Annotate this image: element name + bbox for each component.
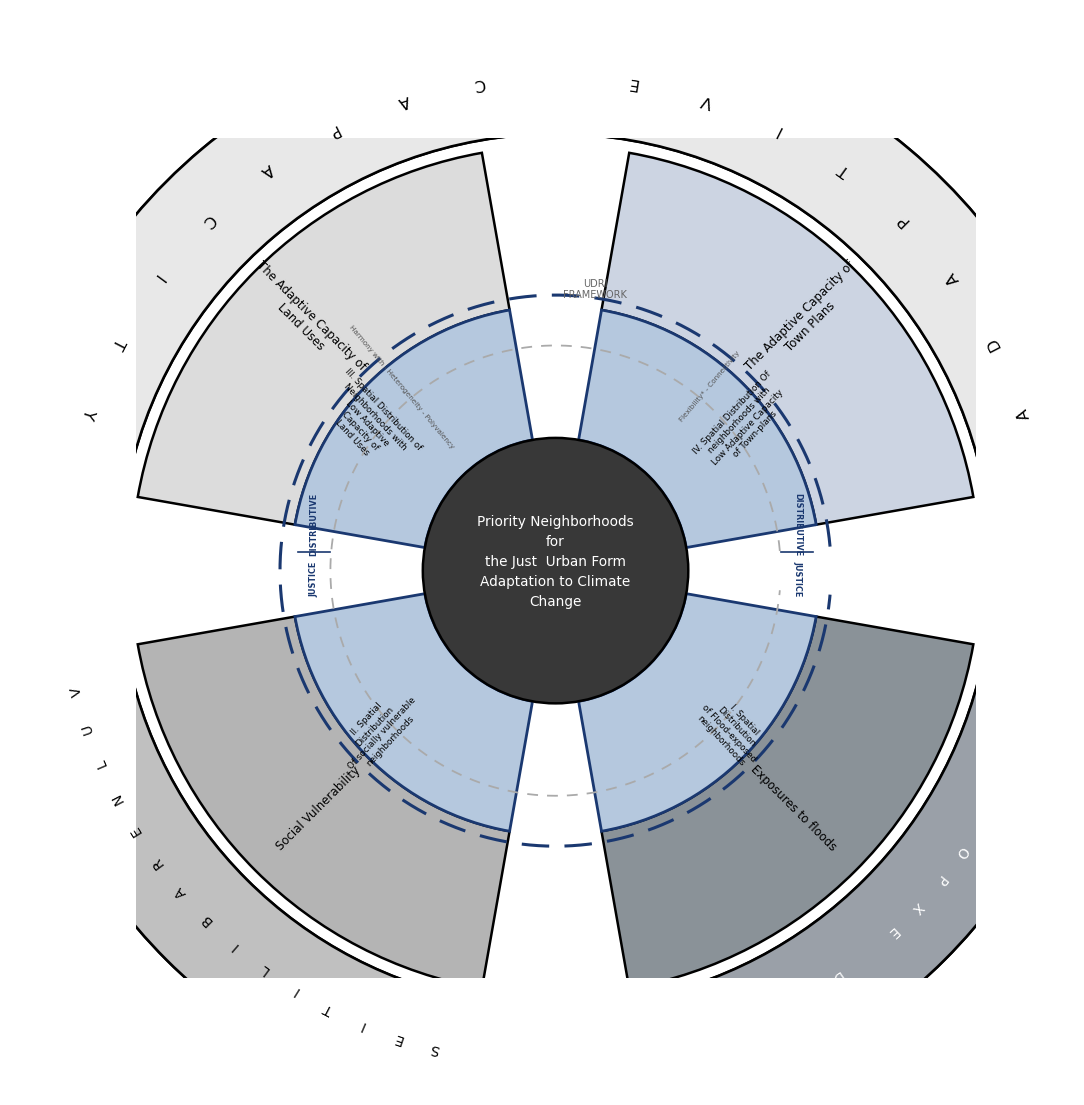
Text: R: R [149,854,166,870]
Text: A: A [702,1031,717,1048]
Text: B: B [198,912,215,928]
Text: A: A [397,92,412,109]
Wedge shape [602,152,973,525]
Text: S: S [1027,685,1042,696]
Text: Y: Y [79,408,96,421]
Text: A: A [258,161,276,179]
Text: S: S [972,814,989,829]
Text: JUSTICE: JUSTICE [309,561,318,597]
Wedge shape [14,20,1084,495]
Text: R: R [799,987,814,1004]
Text: U: U [79,722,96,735]
Text: Priority Neighborhoods
for
the Just  Urban Form
Adaptation to Climate
Change: Priority Neighborhoods for the Just Urba… [477,515,634,609]
Text: A: A [172,884,190,899]
Text: Flexibility* - Connectivity: Flexibility* - Connectivity [679,350,741,423]
Text: I: I [358,1018,367,1032]
Text: DISTRIBUTIVE: DISTRIBUTIVE [793,493,802,556]
Text: I. Spatial
Distribution
of Flood-exposed
neighborhoods: I. Spatial Distribution of Flood-exposed… [693,690,773,771]
Text: E: E [128,823,144,838]
Text: D: D [984,335,1003,352]
Wedge shape [579,311,816,548]
Text: C: C [473,75,486,92]
Text: DISTRIBUTIVE: DISTRIBUTIVE [309,493,318,556]
Wedge shape [631,646,1017,1032]
Wedge shape [14,646,480,1105]
Text: D: D [828,968,844,986]
Text: V: V [69,685,85,698]
Wedge shape [641,656,1084,1105]
Text: O: O [953,843,970,860]
Text: T: T [836,161,852,179]
Text: I: I [773,123,784,138]
Text: JUSTICE: JUSTICE [793,561,802,597]
Text: III. Spatial Distribution of
Neighborhoods with
Low Adaptive
Capacity of
Land Us: III. Spatial Distribution of Neighborhoo… [312,367,423,481]
Text: II. Spatial
Distribution
Of socially vulnerable
neighborhoods: II. Spatial Distribution Of socially vul… [332,682,425,779]
Text: E: E [627,75,638,92]
Text: IV. Spatial Distribution Of
neighborhoods with
Low Adaptive Capacity
of Town-pla: IV. Spatial Distribution Of neighborhood… [692,370,796,477]
Text: L: L [257,961,271,977]
Wedge shape [14,646,480,1105]
Wedge shape [295,593,532,831]
Wedge shape [94,102,1017,495]
Wedge shape [602,617,973,989]
Text: P: P [894,211,912,229]
Text: X: X [908,898,926,915]
Text: A: A [1015,407,1033,422]
Text: A: A [944,270,963,287]
Text: I: I [151,272,166,284]
Text: T: T [108,336,127,351]
Text: S: S [428,1041,440,1057]
Text: Z: Z [736,1019,750,1035]
Text: V: V [699,92,714,109]
Text: I: I [229,939,241,953]
Text: H: H [669,1041,682,1057]
Text: Exposures to floods: Exposures to floods [748,762,839,854]
Text: The Adaptive Capacity of
Land Uses: The Adaptive Capacity of Land Uses [244,259,369,383]
Wedge shape [14,20,1084,495]
Wedge shape [631,646,1084,1105]
Wedge shape [138,152,509,525]
Wedge shape [579,593,816,831]
Text: UDRI
FRAMEWORK: UDRI FRAMEWORK [563,278,627,301]
Text: E: E [391,1030,404,1046]
Text: P: P [325,122,340,139]
Wedge shape [15,21,1084,485]
Wedge shape [295,311,532,548]
Text: I: I [291,983,301,997]
Wedge shape [138,617,509,989]
Text: C: C [199,211,218,229]
Wedge shape [15,656,470,1105]
Text: P: P [932,872,948,887]
Text: A: A [767,1004,783,1021]
Text: U: U [989,782,1006,798]
Text: Harmony with - Heterogeneity - Polyvalency: Harmony with - Heterogeneity - Polyvalen… [348,324,454,450]
Text: Social Vulnerability: Social Vulnerability [273,764,362,853]
Circle shape [423,438,688,704]
Text: L: L [93,757,109,770]
Wedge shape [631,646,1084,1105]
Text: E: E [1017,718,1032,732]
Wedge shape [94,646,480,1032]
Text: T: T [322,1001,335,1017]
Text: N: N [108,790,126,806]
Text: The Adaptive Capacity of
Town Plans: The Adaptive Capacity of Town Plans [743,259,867,383]
Text: R: R [1004,751,1020,765]
Text: E: E [883,924,900,940]
